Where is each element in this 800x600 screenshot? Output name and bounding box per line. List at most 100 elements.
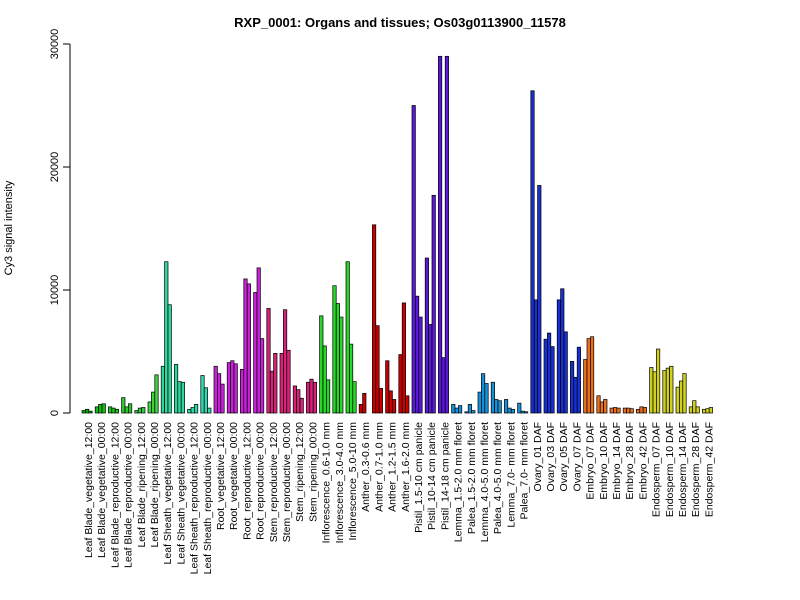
bar — [517, 402, 522, 414]
bar — [639, 406, 644, 414]
bar — [507, 407, 512, 414]
bar — [405, 395, 410, 414]
bar — [490, 381, 495, 414]
bar — [81, 410, 86, 414]
x-tick-label: Root_reproductive_12:00 — [241, 422, 253, 540]
bar — [151, 391, 156, 414]
bar — [411, 105, 416, 414]
x-tick-label: Endosperm_14 DAF — [677, 422, 689, 517]
x-tick-label: Leaf Blade_ripening_12:00 — [136, 422, 148, 548]
bar — [203, 387, 208, 414]
chart-title: RXP_0001: Organs and tissues; Os03g01139… — [234, 15, 566, 30]
bar — [477, 391, 482, 414]
x-tick-label: Leaf Sheath_reproductive_00:00 — [202, 422, 214, 575]
bar — [312, 381, 317, 414]
x-tick-label: Leaf Blade_vegetative_00:00 — [96, 422, 108, 558]
bar — [444, 55, 449, 414]
bar — [141, 407, 146, 414]
bar — [636, 408, 641, 414]
bar — [705, 408, 710, 414]
x-tick-label: Inflorescence_5.0-10 mm — [347, 422, 359, 541]
bar — [137, 407, 142, 414]
x-tick-label: Lemma_4.0-5.0 mm floret — [479, 422, 491, 542]
bar — [388, 390, 393, 414]
bar — [656, 348, 661, 414]
x-tick-label: Pistil_1.5-10 cm panicle — [413, 422, 425, 533]
bar — [573, 376, 578, 414]
bar — [533, 299, 538, 414]
bar — [524, 411, 529, 414]
x-tick-label: Stem_reproductive_12:00 — [268, 422, 280, 542]
bar — [441, 357, 446, 414]
bar — [692, 400, 697, 414]
bar — [108, 406, 113, 414]
bar — [322, 345, 327, 414]
bar — [504, 399, 509, 414]
bar — [560, 288, 565, 414]
x-tick-label: Anther_1.2-1.5 mm — [387, 422, 399, 512]
bar — [306, 381, 311, 414]
bar — [424, 257, 429, 414]
bar — [428, 324, 433, 414]
x-tick-label: Embryo_28 DAF — [624, 422, 636, 500]
bar — [167, 304, 172, 414]
bar — [292, 385, 297, 414]
bar — [695, 406, 700, 414]
x-tick-label: Stem_reproductive_00:00 — [281, 422, 293, 542]
bar — [616, 407, 621, 414]
bar — [273, 353, 278, 414]
x-tick-label: Leaf Blade_reproductive_00:00 — [123, 422, 135, 568]
bar — [662, 370, 667, 414]
bar — [458, 405, 463, 414]
x-tick-label: Root_reproductive_00:00 — [255, 422, 267, 540]
x-tick-label: Ovary_07 DAF — [571, 422, 583, 491]
bar — [335, 303, 340, 414]
x-tick-label: Leaf Blade_vegetative_12:00 — [83, 422, 95, 558]
bar — [467, 404, 472, 414]
bar — [164, 261, 169, 414]
bar — [147, 401, 152, 414]
bar — [550, 346, 555, 414]
bar — [260, 338, 265, 414]
bar — [88, 410, 93, 414]
bar — [682, 373, 687, 414]
x-tick-label: Root_vegetative_00:00 — [228, 422, 240, 530]
bar — [494, 399, 499, 414]
bar — [520, 410, 525, 414]
bar — [174, 364, 179, 414]
bar — [358, 404, 363, 414]
bar — [256, 267, 261, 414]
x-tick-label: Anther_1.6-2.0 mm — [400, 422, 412, 512]
bar — [339, 316, 344, 414]
bar — [431, 194, 436, 414]
bar — [309, 378, 314, 414]
bar — [94, 406, 99, 414]
x-tick-label: Embryo_10 DAF — [598, 422, 610, 500]
x-tick-label: Pistil_14-18 cm panicle — [439, 422, 451, 530]
bar — [266, 308, 271, 414]
bar — [233, 363, 238, 414]
bar — [128, 403, 133, 414]
bar — [230, 360, 235, 414]
bar — [200, 375, 205, 414]
bar — [134, 410, 139, 414]
x-tick-label: Endosperm_42 DAF — [703, 422, 715, 517]
bar — [708, 407, 713, 414]
x-tick-label: Leaf Blade_reproductive_12:00 — [109, 422, 121, 568]
bar — [114, 408, 119, 414]
bar — [418, 316, 423, 414]
x-axis-labels: Leaf Blade_vegetative_12:00 Leaf Blade_ve… — [83, 422, 715, 575]
bar — [484, 383, 489, 414]
bar — [679, 380, 684, 414]
bar — [372, 224, 377, 414]
bar — [626, 407, 631, 414]
bar — [111, 407, 116, 414]
x-tick-label: Palea_4.0-5.0 mm floret — [492, 422, 504, 534]
bar — [669, 365, 674, 414]
x-tick-label: Ovary_03 DAF — [545, 422, 557, 491]
bar — [649, 367, 654, 414]
bar — [530, 90, 535, 414]
bar — [269, 370, 274, 414]
bar — [583, 359, 588, 414]
bar — [609, 407, 614, 414]
